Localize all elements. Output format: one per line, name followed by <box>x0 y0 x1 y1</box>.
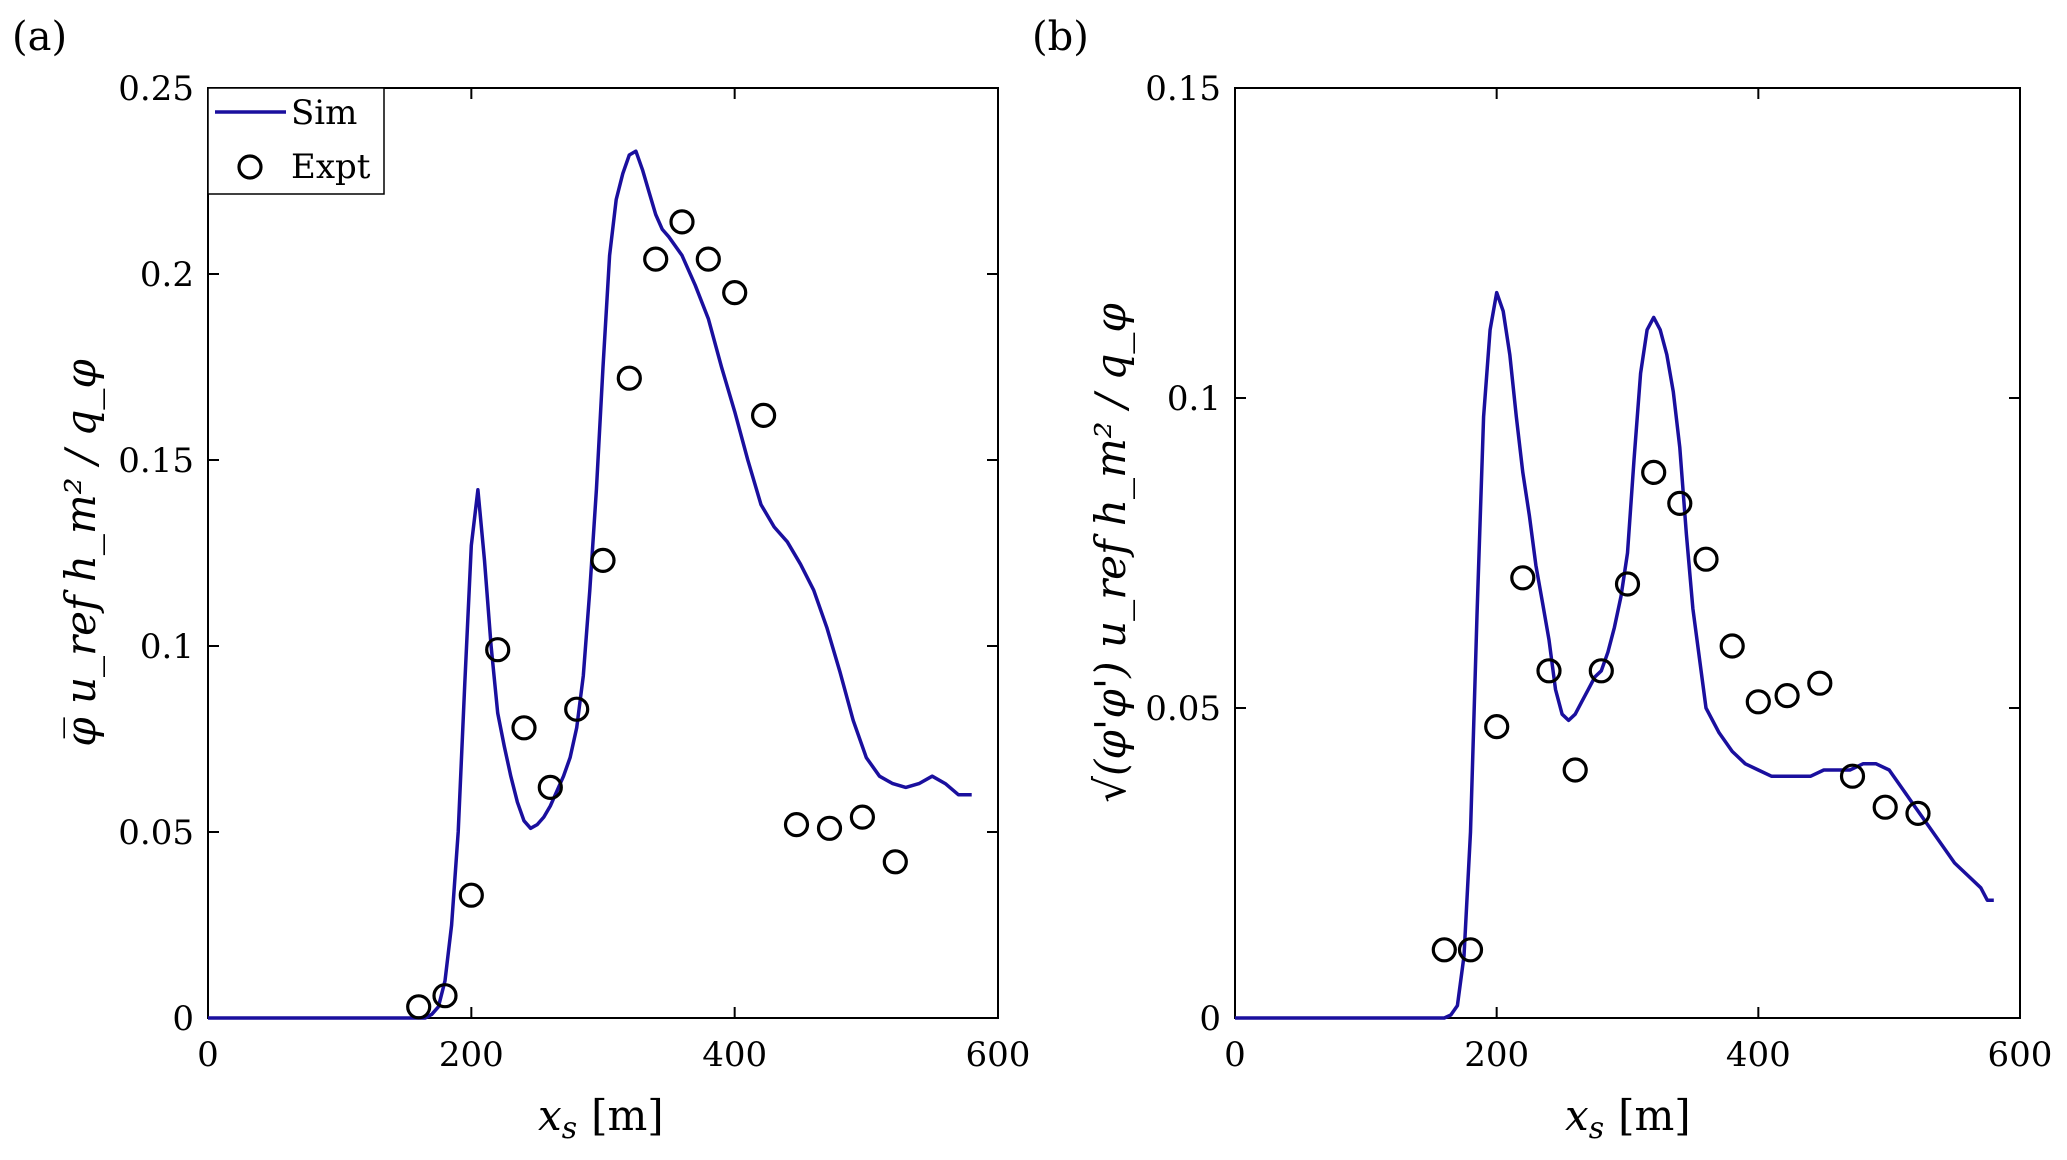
expt-point <box>750 402 777 428</box>
y-tick-label: 0.05 <box>1145 689 1221 729</box>
panel-b-ticks: 0 200 400 600 0 0.05 0.1 0.15 <box>1145 69 2052 1075</box>
expt-point <box>1905 800 1931 827</box>
expt-point <box>1614 571 1641 597</box>
panel-b-expt-series <box>1431 459 1931 963</box>
expt-point <box>722 280 748 306</box>
panel-b-plot-frame <box>1234 87 2021 1019</box>
x-tick-label: 600 <box>1988 1035 2053 1075</box>
panel-b-xlabel-main: x <box>1565 1091 1589 1140</box>
y-tick-label: 0.1 <box>140 627 194 667</box>
sim-line <box>1235 290 1994 1020</box>
panel-b-xlabel: xs [m] <box>1565 1091 1691 1146</box>
y-tick-label: 0.05 <box>118 813 194 853</box>
expt-point <box>695 246 721 272</box>
expt-point <box>1510 565 1536 591</box>
expt-point <box>849 804 876 830</box>
x-tick-label: 0 <box>197 1035 219 1075</box>
expt-point <box>1457 937 1484 963</box>
expt-point <box>458 882 484 908</box>
x-tick-label: 600 <box>966 1035 1031 1075</box>
expt-point <box>669 209 695 235</box>
expt-point <box>1807 670 1833 696</box>
panel-a-letter: (a) <box>12 14 67 60</box>
legend-sim-label: Sim <box>291 93 357 133</box>
legend-expt-label: Expt <box>291 147 371 187</box>
expt-point <box>406 994 432 1020</box>
y-tick-label: 0.25 <box>118 69 194 109</box>
expt-point <box>882 849 908 875</box>
expt-point <box>511 715 537 741</box>
expt-point <box>783 811 810 838</box>
expt-point <box>643 246 669 272</box>
panel-b-xlabel-unit: [m] <box>1618 1091 1691 1140</box>
x-tick-label: 400 <box>1726 1035 1791 1075</box>
legend-box <box>207 87 385 195</box>
y-tick-label: 0.1 <box>1167 379 1221 419</box>
panel-a-xlabel-main: x <box>538 1091 562 1140</box>
expt-point <box>1719 633 1745 659</box>
panel-a-xlabel-unit: [m] <box>591 1091 664 1140</box>
legend-expt-marker <box>237 154 263 180</box>
panel-b-xlabel-sub: s <box>1589 1111 1604 1146</box>
panel-a-legend: Sim Expt <box>207 87 385 195</box>
panel-b: (b) 0 200 400 600 0 0.05 0.1 0.15 xs [m] √(φ'φ')… <box>1032 14 2052 1146</box>
expt-point <box>564 696 590 722</box>
expt-point <box>1562 757 1588 783</box>
panel-b-ylabel: √(φ'φ') u_ref h_m² / q_φ <box>1086 303 1135 803</box>
expt-point <box>1774 682 1800 709</box>
expt-point <box>537 774 563 801</box>
panel-b-sim-series <box>1235 290 1994 1020</box>
expt-point <box>1536 658 1562 684</box>
expt-point <box>1641 459 1667 485</box>
x-tick-label: 400 <box>702 1035 767 1075</box>
x-tick-label: 200 <box>439 1035 504 1075</box>
y-tick-label: 0.15 <box>1145 69 1221 109</box>
y-tick-label: 0.15 <box>118 441 194 481</box>
panel-a-sim-series <box>208 149 972 1020</box>
expt-point <box>1667 490 1693 516</box>
panel-a: (a) 0 200 400 600 0 0.05 0.1 0.15 0.2 0.25 Sim Ex… <box>12 14 1030 1146</box>
expt-point <box>1484 713 1510 740</box>
x-tick-label: 200 <box>1464 1035 1529 1075</box>
expt-point <box>616 365 642 391</box>
expt-point <box>432 983 458 1009</box>
panel-a-ylabel: φ̅ u_ref h_m² / q_φ <box>56 359 105 747</box>
y-tick-label: 0.2 <box>140 255 194 295</box>
expt-point <box>1588 658 1614 684</box>
expt-point <box>1693 546 1719 572</box>
expt-point <box>1839 763 1866 789</box>
expt-point <box>485 637 511 663</box>
panel-b-letter: (b) <box>1032 14 1089 60</box>
sim-line <box>208 149 972 1020</box>
panel-a-xlabel: xs [m] <box>538 1091 664 1146</box>
expt-point <box>1872 794 1898 820</box>
expt-point <box>1745 689 1771 715</box>
panel-a-ticks: 0 200 400 600 0 0.05 0.1 0.15 0.2 0.25 <box>118 69 1030 1075</box>
panel-a-plot-frame <box>207 87 999 1019</box>
expt-point <box>816 815 843 841</box>
expt-point <box>590 547 616 574</box>
y-tick-label: 0 <box>1199 999 1221 1039</box>
panel-a-expt-series <box>406 209 908 1020</box>
expt-point <box>1431 937 1457 963</box>
y-tick-label: 0 <box>172 999 194 1039</box>
panel-a-xlabel-sub: s <box>562 1111 577 1146</box>
x-tick-label: 0 <box>1224 1035 1246 1075</box>
